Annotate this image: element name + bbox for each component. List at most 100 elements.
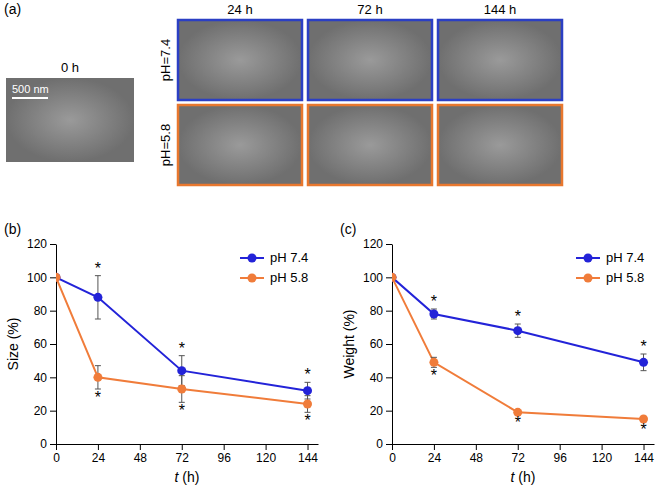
tick-mark	[98, 444, 99, 450]
y-tick: 60	[370, 337, 392, 351]
tick-mark	[392, 444, 393, 450]
y-tick: 40	[34, 371, 56, 385]
sem-image	[178, 20, 302, 100]
x-tick: 72	[512, 444, 526, 465]
tick-mark	[56, 444, 57, 450]
x-axis: 0 24 48 72 96 120 144	[389, 444, 654, 465]
panel-label: (a)	[4, 1, 21, 17]
legend-marker	[248, 254, 257, 263]
sem-image	[438, 105, 562, 185]
x-tick: 144	[298, 444, 318, 465]
tick-label: 0	[376, 437, 383, 451]
tick-mark	[602, 444, 603, 450]
legend: pH 7.4 pH 5.8	[576, 250, 644, 285]
error-bar-cap	[641, 370, 647, 371]
panel-label: (b)	[4, 221, 21, 237]
significance-mark: *	[431, 367, 437, 384]
x-tick: 144	[634, 444, 654, 465]
tick-mark	[386, 444, 392, 445]
significance-mark: *	[640, 338, 646, 355]
y-tick: 100	[27, 271, 56, 285]
x-tick: 0	[53, 444, 60, 465]
tick-label: 80	[370, 304, 384, 318]
x-tick: 0	[389, 444, 396, 465]
legend-label: pH 5.8	[606, 270, 644, 285]
plot-marks	[56, 273, 312, 413]
data-point	[177, 385, 186, 394]
tick-label: 0	[53, 451, 60, 465]
tick-label: 72	[512, 451, 526, 465]
tick-mark	[50, 444, 56, 445]
tick-label: 96	[554, 451, 568, 465]
data-point	[177, 366, 186, 375]
y-tick: 0	[376, 437, 392, 451]
significance-mark: *	[179, 402, 185, 419]
data-point	[392, 273, 397, 282]
tick-mark	[518, 444, 519, 450]
image-label: 0 h	[61, 60, 79, 75]
x-tick: 120	[592, 444, 612, 465]
tick-label: 0	[40, 437, 47, 451]
significance-mark: *	[515, 414, 521, 431]
legend: pH 7.4pH 5.8	[240, 250, 308, 285]
significance-mark: *	[431, 293, 437, 310]
chart-0: (b)024487296120144020406080100120t (h)Si…	[4, 221, 319, 485]
tick-mark	[50, 411, 56, 412]
tick-mark	[50, 277, 56, 278]
significance-mark: *	[95, 260, 101, 277]
tick-label: 48	[470, 451, 484, 465]
row-label: pH=5.8	[158, 124, 173, 166]
sem-image	[308, 105, 432, 185]
tick-label: 60	[370, 337, 384, 351]
y-tick: 20	[34, 404, 56, 418]
data-point	[639, 358, 648, 367]
legend-label: pH 7.4	[270, 250, 308, 265]
tick-mark	[434, 444, 435, 450]
data-point	[392, 273, 397, 282]
sem-image	[6, 78, 134, 162]
x-axis-title: t (h)	[175, 469, 200, 485]
data-point	[513, 326, 522, 335]
tick-mark	[386, 277, 392, 278]
tspan: (h)	[178, 469, 199, 485]
data-point	[93, 373, 102, 382]
series-line	[392, 277, 644, 362]
tick-label: 40	[370, 371, 384, 385]
significance-mark: *	[304, 412, 310, 429]
data-point	[56, 273, 61, 282]
tick-mark	[386, 311, 392, 312]
y-tick: 60	[34, 337, 56, 351]
tick-mark	[50, 244, 56, 245]
y-axis-title: Size (%)	[5, 318, 21, 371]
tick-label: 120	[256, 451, 276, 465]
tick-label: 120	[27, 237, 47, 251]
tick-label: 0	[389, 451, 396, 465]
tick-mark	[140, 444, 141, 450]
significance-mark: *	[179, 340, 185, 357]
y-tick: 100	[363, 271, 392, 285]
data-point	[429, 358, 438, 367]
x-tick: 120	[256, 444, 276, 465]
tick-label: 100	[363, 271, 383, 285]
tick-mark	[386, 344, 392, 345]
tick-label: 120	[592, 451, 612, 465]
tick-label: 100	[27, 271, 47, 285]
tick-label: 48	[134, 451, 148, 465]
tick-label: 24	[428, 451, 442, 465]
y-tick: 80	[34, 304, 56, 318]
tick-label: 24	[92, 451, 106, 465]
tick-mark	[386, 411, 392, 412]
tick-mark	[386, 377, 392, 378]
scale-bar	[12, 97, 48, 99]
tick-mark	[476, 444, 477, 450]
legend-label: pH 7.4	[606, 250, 644, 265]
y-tick: 80	[370, 304, 392, 318]
series-line	[56, 277, 308, 404]
column-header: 72 h	[357, 2, 382, 17]
y-axis: 020406080100120	[363, 237, 393, 451]
sem-image	[178, 105, 302, 185]
data-point	[429, 310, 438, 319]
chart-1: (c)024487296120144020406080100120t (h)We…	[340, 221, 655, 485]
x-tick: 72	[176, 444, 190, 465]
tick-label: 20	[34, 404, 48, 418]
